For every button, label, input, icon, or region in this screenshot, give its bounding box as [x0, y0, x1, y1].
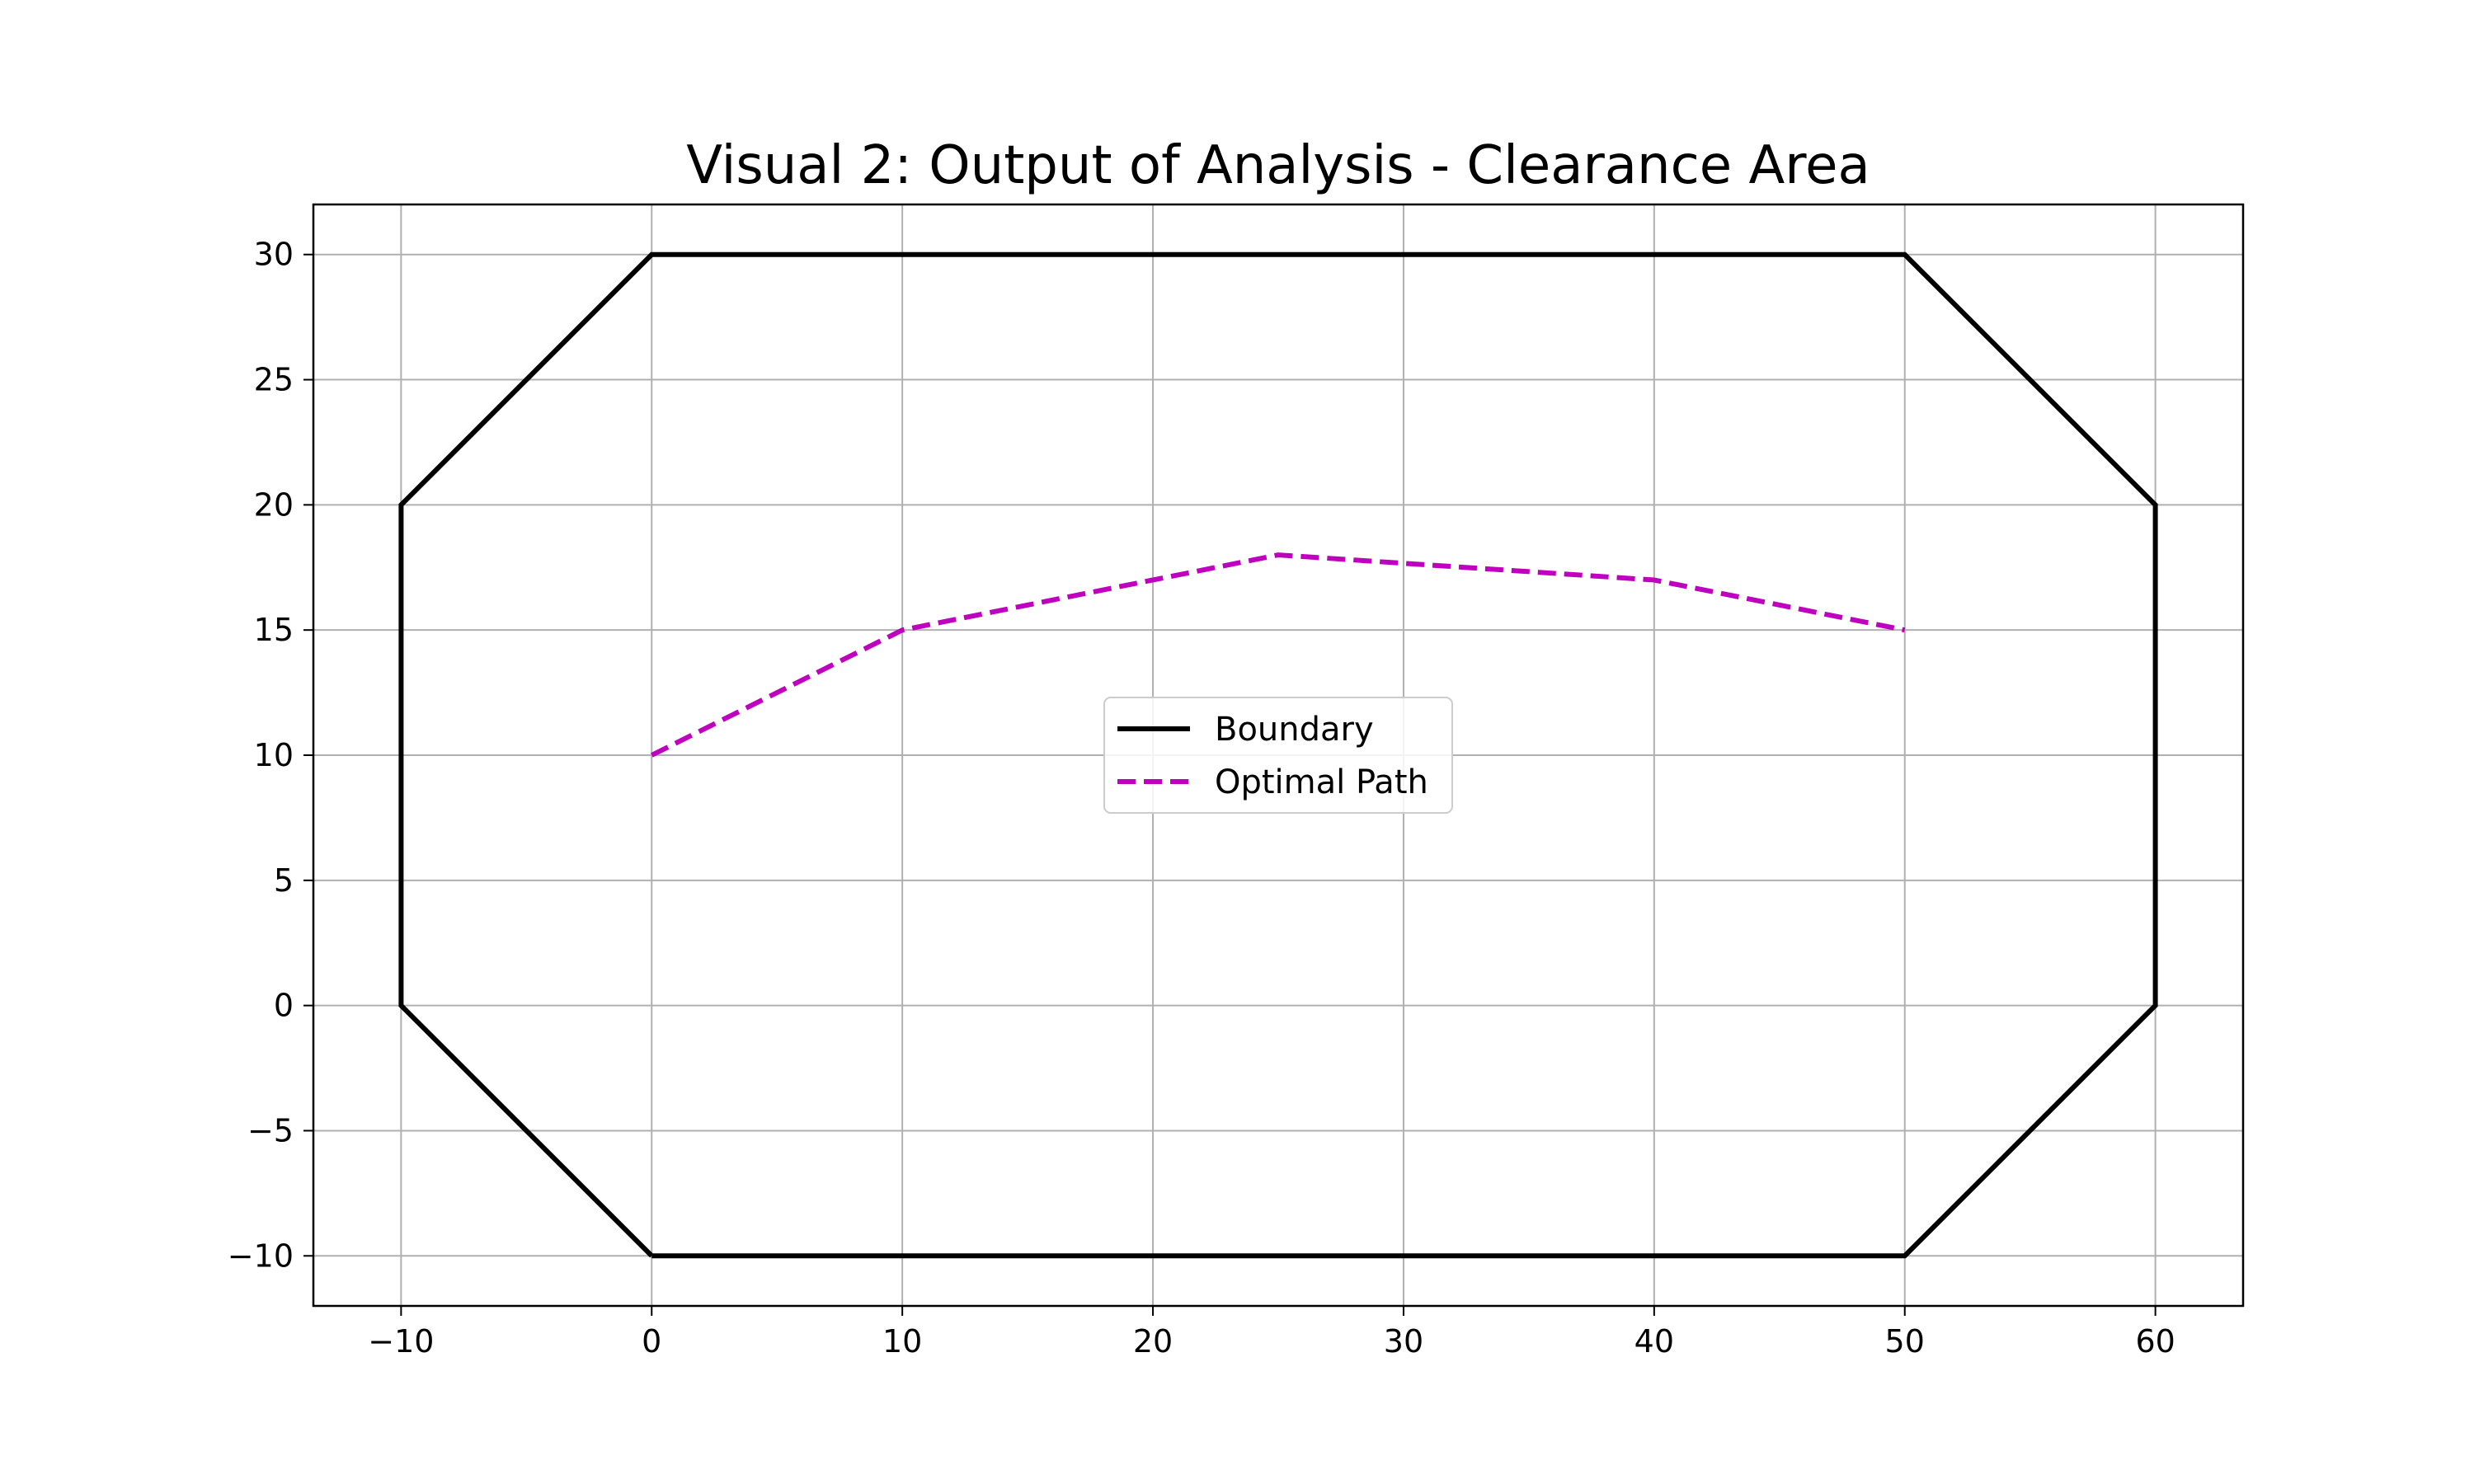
x-tick-label: 10 [882, 1323, 922, 1360]
y-tick-label: 10 [254, 737, 294, 773]
y-tick-label: −10 [228, 1237, 294, 1274]
x-tick-label: 30 [1384, 1323, 1423, 1360]
y-tick-label: 25 [254, 362, 294, 398]
legend-label: Optimal Path [1215, 763, 1428, 801]
legend-box [1103, 697, 1453, 814]
x-tick-label: 0 [642, 1323, 661, 1360]
x-tick-label: 20 [1133, 1323, 1173, 1360]
optimal-path-line [650, 552, 1906, 758]
x-tick-label: 60 [2135, 1323, 2175, 1360]
y-tick-label: −5 [247, 1112, 294, 1148]
boundary-line [398, 251, 2158, 1259]
y-tick-label: 30 [254, 237, 294, 273]
x-tick-label: −10 [368, 1323, 434, 1360]
chart-title: Visual 2: Output of Analysis - Clearance… [686, 135, 1870, 196]
y-tick-label: 15 [254, 612, 294, 648]
x-tick-label: 40 [1634, 1323, 1674, 1360]
y-tick-label: 0 [274, 988, 294, 1024]
series-layer [398, 251, 2158, 1259]
y-tick-label: 5 [274, 862, 294, 899]
legend: Boundary Optimal Path [1103, 697, 1453, 814]
y-tick-label: 20 [254, 486, 294, 523]
legend-label: Boundary [1215, 711, 1374, 749]
grid [313, 204, 2243, 1306]
x-tick-label: 50 [1885, 1323, 1925, 1360]
ticks-layer: −10 0 10 20 30 40 50 60 −10 −5 0 5 10 15 20 25 30 [228, 237, 2175, 1360]
